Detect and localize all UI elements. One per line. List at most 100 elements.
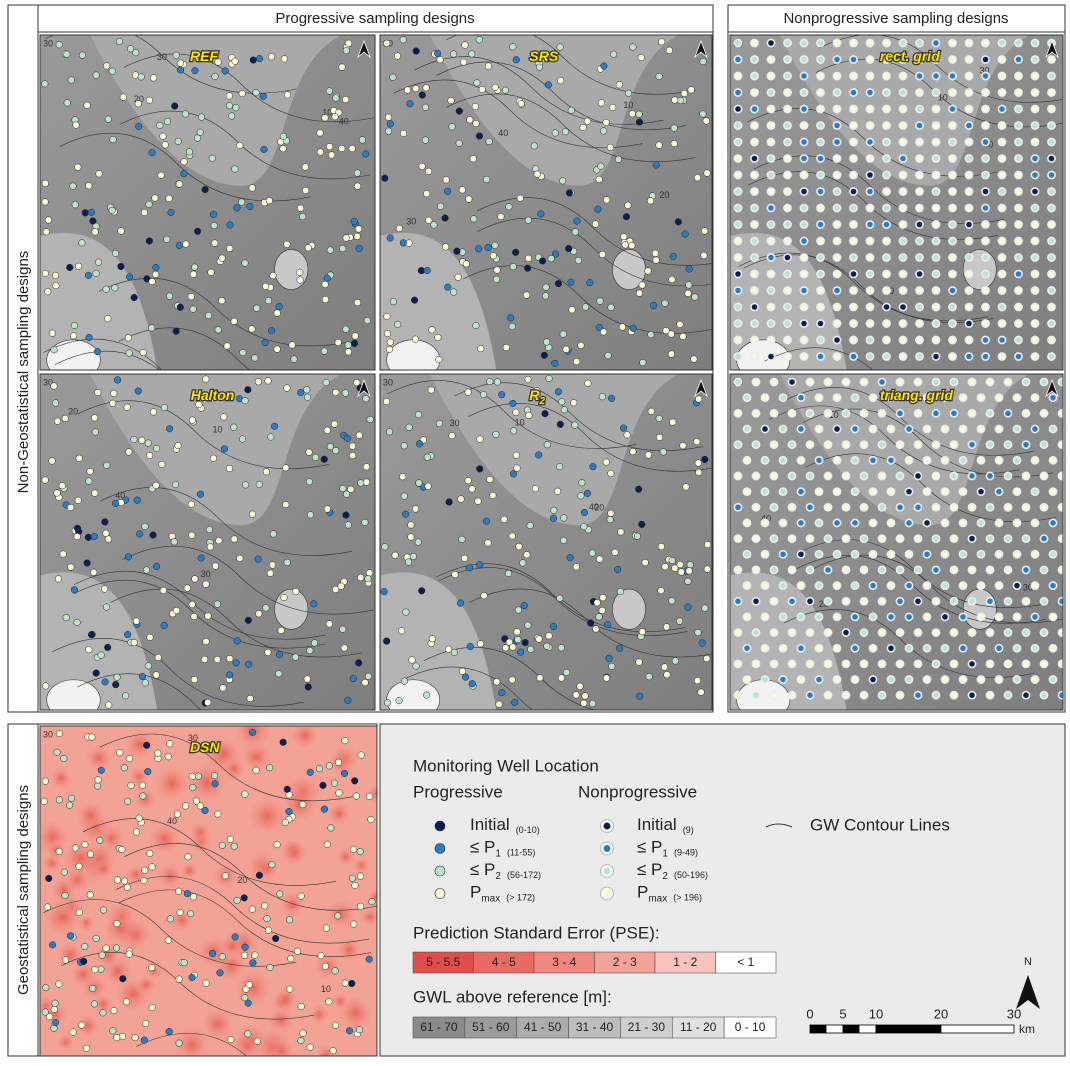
well — [381, 588, 388, 595]
well — [817, 171, 824, 178]
well — [82, 841, 89, 848]
well — [557, 421, 564, 428]
well — [173, 607, 180, 614]
well — [76, 909, 83, 916]
well — [817, 353, 824, 360]
well — [998, 122, 1005, 129]
well — [788, 441, 795, 448]
well — [899, 155, 906, 162]
well — [410, 553, 417, 560]
well — [252, 355, 259, 362]
well — [86, 334, 93, 341]
well — [1048, 254, 1055, 261]
well — [638, 54, 645, 61]
well — [91, 1001, 98, 1008]
well — [646, 673, 653, 680]
well — [306, 478, 313, 485]
well — [779, 519, 786, 526]
well — [52, 272, 59, 279]
well — [527, 646, 534, 653]
well — [444, 284, 451, 291]
well — [340, 485, 347, 492]
well — [869, 582, 876, 589]
well — [932, 105, 939, 112]
well — [249, 326, 256, 333]
well — [950, 472, 957, 479]
well — [536, 636, 543, 643]
well — [567, 554, 574, 561]
well — [914, 504, 921, 511]
error-blob — [335, 935, 363, 963]
well — [423, 85, 430, 92]
well — [256, 55, 263, 62]
well — [932, 122, 939, 129]
well — [770, 472, 777, 479]
well — [565, 245, 572, 252]
well — [1049, 613, 1056, 620]
well — [411, 297, 418, 304]
well — [42, 683, 49, 690]
well — [94, 783, 101, 790]
error-blob — [308, 1003, 331, 1026]
well — [175, 442, 182, 449]
well — [138, 74, 145, 81]
well — [817, 254, 824, 261]
well — [67, 933, 74, 940]
well — [998, 320, 1005, 327]
well — [1031, 72, 1038, 79]
map: 3020104030rect. grid — [730, 35, 1069, 416]
well — [498, 213, 505, 220]
well — [352, 882, 359, 889]
well — [968, 410, 975, 417]
well — [343, 326, 350, 333]
well — [232, 934, 239, 941]
well — [669, 276, 676, 283]
well — [932, 504, 939, 511]
well — [297, 205, 304, 212]
well — [274, 310, 281, 317]
well — [207, 544, 214, 551]
well — [68, 564, 75, 571]
well — [507, 315, 514, 322]
well — [676, 618, 683, 625]
map-title-text: Halton — [191, 387, 235, 403]
well — [817, 39, 824, 46]
well — [1004, 504, 1011, 511]
well — [45, 217, 52, 224]
well — [751, 122, 758, 129]
well — [743, 488, 750, 495]
well — [663, 624, 670, 631]
well — [652, 250, 659, 257]
well — [466, 565, 473, 572]
well — [899, 320, 906, 327]
well — [1040, 598, 1047, 605]
well — [557, 77, 564, 84]
well — [468, 51, 475, 58]
well — [916, 320, 923, 327]
well — [784, 270, 791, 277]
well — [905, 582, 912, 589]
well — [850, 72, 857, 79]
well — [734, 303, 741, 310]
well — [227, 836, 234, 843]
well — [784, 56, 791, 63]
well — [899, 270, 906, 277]
well — [45, 288, 52, 295]
well — [842, 660, 849, 667]
well — [878, 692, 885, 699]
well — [412, 336, 419, 343]
well — [44, 904, 51, 911]
well — [126, 274, 133, 281]
well — [493, 276, 500, 283]
well — [767, 89, 774, 96]
well — [126, 755, 133, 762]
well — [103, 286, 110, 293]
well — [752, 692, 759, 699]
well — [401, 678, 408, 685]
well — [596, 176, 603, 183]
well — [249, 511, 256, 518]
well — [817, 336, 824, 343]
well — [412, 506, 419, 513]
well — [1048, 221, 1055, 228]
well — [1031, 56, 1038, 63]
